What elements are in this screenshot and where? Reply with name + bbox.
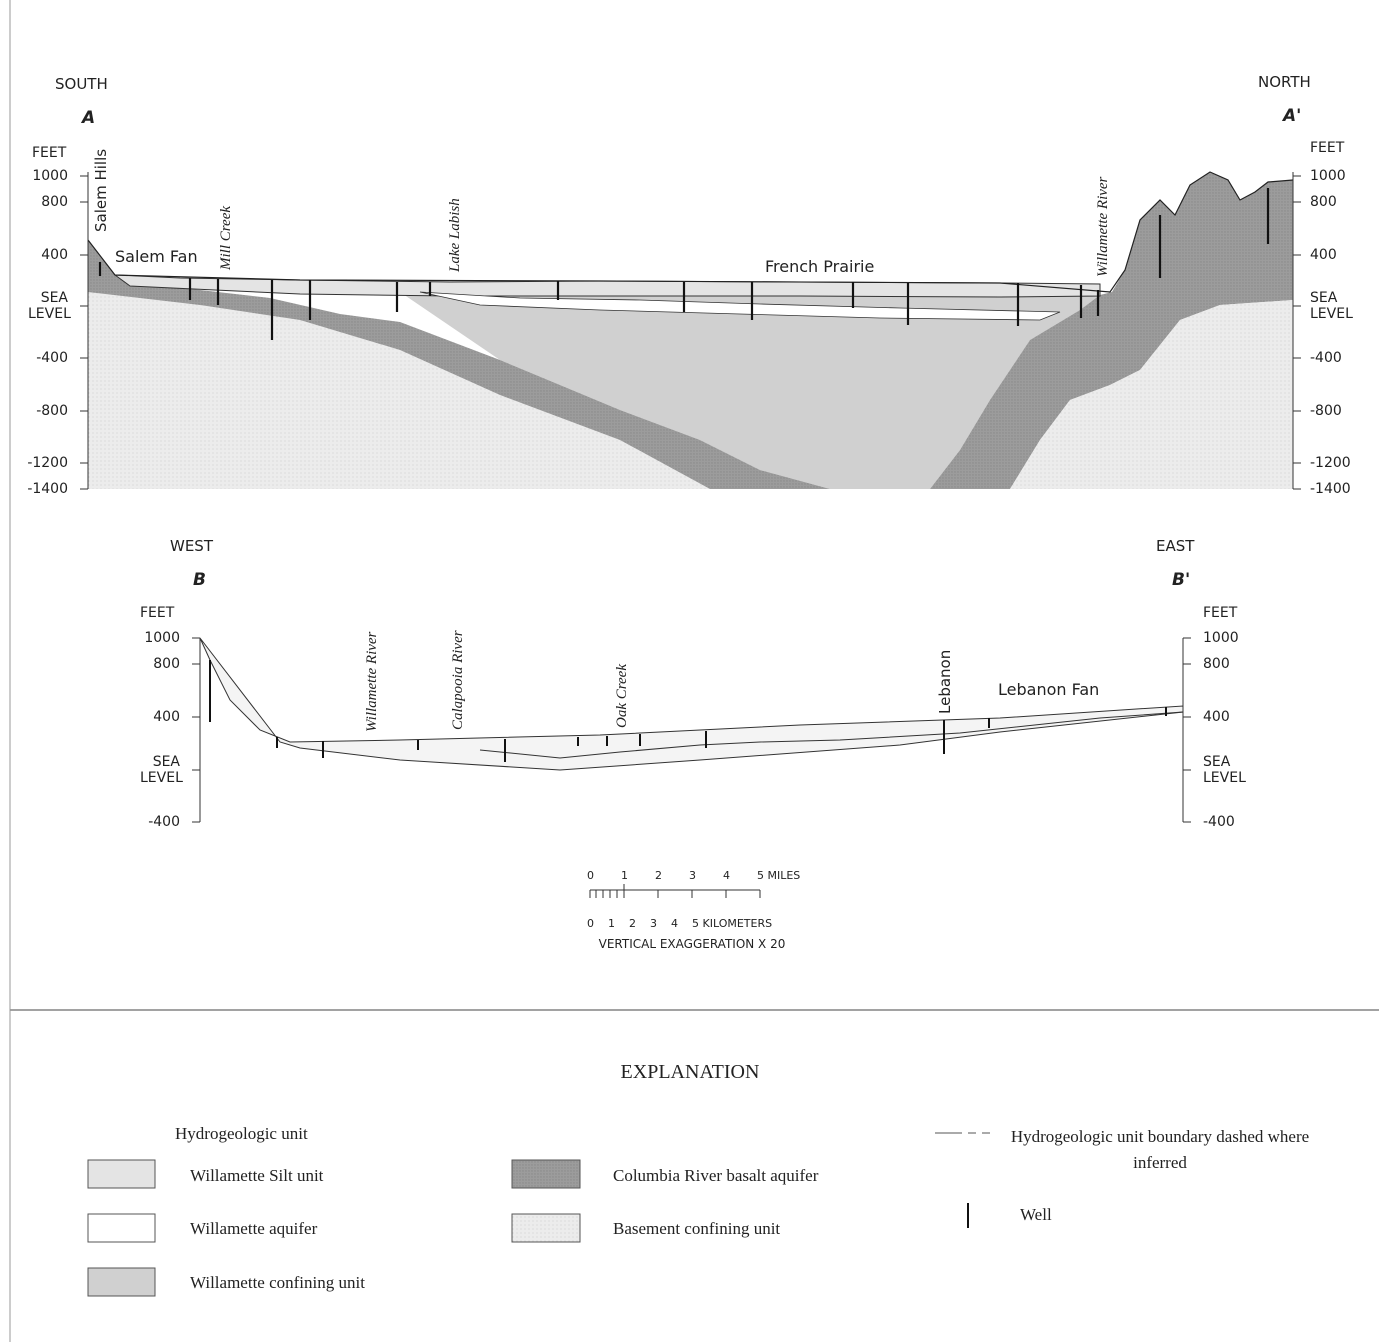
scale-label: 0 [587,916,594,932]
scale-label: 4 [671,916,678,932]
y-tick-label: SEA LEVEL [28,290,68,322]
scale-label: 5 KILOMETERS [692,916,772,932]
legend-item: Columbia River basalt aquifer [613,1166,818,1186]
y-tick-label: -800 [1310,403,1342,419]
y-tick-label: -400 [1310,350,1342,366]
section-b [192,638,1191,822]
units: FEET [140,605,174,621]
section-a [80,172,1301,489]
y-tick-label: SEA LEVEL [1203,754,1243,786]
section-letter: B [193,572,206,588]
silt-unit [115,275,1100,297]
y-tick-label: 1000 [1310,168,1346,184]
direction: EAST [1156,538,1194,554]
place-name: Calapooia River [450,630,466,730]
feature-name: Salem Fan [115,249,198,265]
section-letter: A' [1283,108,1301,124]
y-tick-label: 800 [41,194,68,210]
y-tick-label: 1000 [32,168,68,184]
place-name: Oak Creek [614,664,630,728]
land-surface [88,172,1293,292]
place-name: Salem Hills [93,149,109,232]
section-letter: A [82,110,95,126]
y-tick-label: 800 [1310,194,1337,210]
scale-label: 3 [650,916,657,932]
scale-bar [590,884,760,898]
scale-label: 3 [689,868,696,884]
scale-label: 2 [655,868,662,884]
y-tick-label: 1000 [1203,630,1239,646]
feature-name: Lebanon Fan [998,682,1099,698]
y-tick-label: SEA LEVEL [1310,290,1350,322]
y-tick-label: -800 [36,403,68,419]
scale-label: 1 [621,868,628,884]
legend-swatches [88,1133,990,1296]
y-tick-label: 400 [153,709,180,725]
legend-item: Hydrogeologic unit boundary dashed where… [1010,1124,1310,1176]
y-tick-label: 400 [41,247,68,263]
y-tick-label: SEA LEVEL [140,754,180,786]
scale-label: 5 MILES [757,868,800,884]
y-tick-label: -400 [148,814,180,830]
legend-item: Basement confining unit [613,1219,780,1239]
y-tick-label: 800 [153,656,180,672]
legend-item: Willamette Silt unit [190,1166,323,1186]
direction: SOUTH [55,76,108,92]
y-tick-label: 400 [1310,247,1337,263]
legend-title: EXPLANATION [621,1061,760,1083]
y-tick-label: -400 [1203,814,1235,830]
scale-label: 0 [587,868,594,884]
place-name: Lebanon [937,650,953,714]
place-name: Willamette River [364,632,380,732]
units: FEET [1203,605,1237,621]
y-tick-label: -1400 [1310,481,1351,497]
y-tick-label: -1200 [1310,455,1351,471]
legend-item: Willamette aquifer [190,1219,317,1239]
y-tick-label: -400 [36,350,68,366]
units: FEET [1310,140,1344,156]
units: FEET [32,145,66,161]
scale-label: 4 [723,868,730,884]
y-tick-label: 1000 [144,630,180,646]
legend-heading: Hydrogeologic unit [175,1124,308,1144]
scale-note: VERTICAL EXAGGERATION X 20 [599,936,786,952]
direction: NORTH [1258,74,1311,90]
y-tick-label: -1200 [27,455,68,471]
y-tick-label: -1400 [27,481,68,497]
scale-label: 2 [629,916,636,932]
feature-name: French Prairie [765,259,874,275]
y-tick-label: 800 [1203,656,1230,672]
scale-label: 1 [608,916,615,932]
section-letter: B' [1172,572,1190,588]
place-name: Willamette River [1095,177,1111,277]
direction: WEST [170,538,213,554]
place-name: Mill Creek [218,206,234,270]
y-tick-label: 400 [1203,709,1230,725]
legend-item: Willamette confining unit [190,1273,365,1293]
place-name: Lake Labish [447,198,463,272]
page: 10001000800800400400SEA LEVELSEA LEVEL-4… [0,0,1379,1342]
silt-unit [200,638,1183,770]
legend-item: Well [1020,1205,1052,1225]
